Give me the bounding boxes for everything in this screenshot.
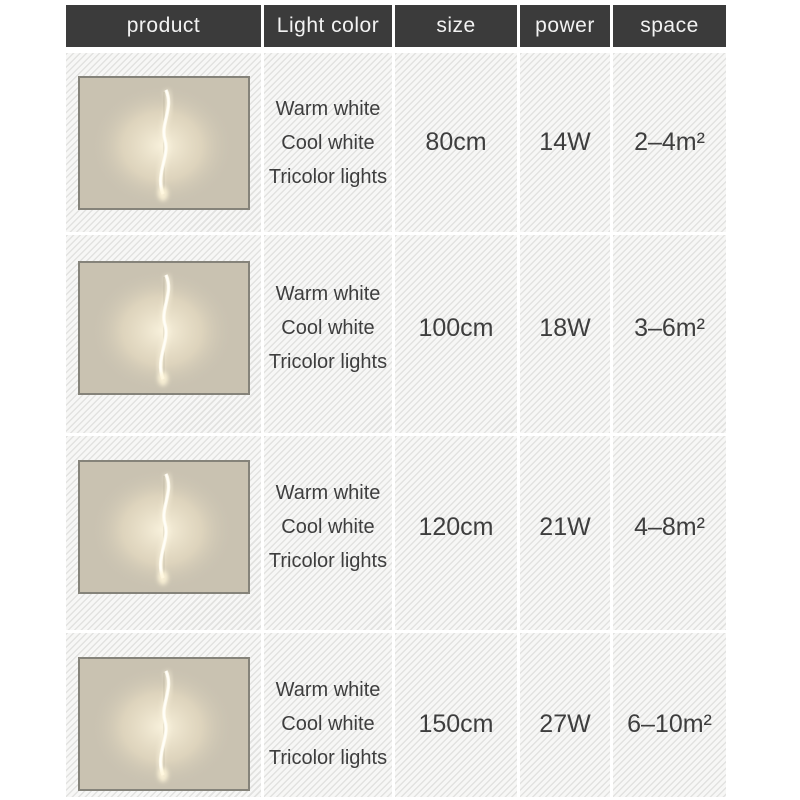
table-row: Warm white Cool white Tricolor lights 15… bbox=[66, 633, 800, 797]
size-cell: 150cm bbox=[395, 633, 517, 797]
size-cell: 80cm bbox=[395, 53, 517, 232]
space-value: 4–8m² bbox=[634, 512, 705, 541]
column-header-power: power bbox=[520, 5, 610, 47]
space-cell: 3–6m² bbox=[613, 235, 726, 433]
product-image-cell bbox=[66, 235, 261, 433]
space-cell: 2–4m² bbox=[613, 53, 726, 232]
column-header-product: product bbox=[66, 5, 261, 47]
space-cell: 4–8m² bbox=[613, 436, 726, 630]
table-row: Warm white Cool white Tricolor lights 10… bbox=[66, 235, 800, 433]
product-image-cell bbox=[66, 53, 261, 232]
light-color-cell: Warm white Cool white Tricolor lights bbox=[264, 235, 392, 433]
size-value: 80cm bbox=[425, 128, 487, 156]
power-value: 14W bbox=[539, 128, 591, 156]
size-value: 100cm bbox=[418, 313, 494, 342]
light-color-option: Cool white bbox=[281, 317, 375, 339]
size-cell: 120cm bbox=[395, 436, 517, 630]
table-row: Warm white Cool white Tricolor lights 12… bbox=[66, 436, 800, 630]
light-color-cell: Warm white Cool white Tricolor lights bbox=[264, 53, 392, 232]
wavy-led-wall-lamp-image bbox=[77, 460, 250, 594]
light-color-option: Tricolor lights bbox=[268, 747, 388, 769]
table-header: product Light color size power space bbox=[66, 5, 800, 47]
table-body: Warm white Cool white Tricolor lights 80… bbox=[66, 53, 800, 797]
space-cell: 6–10m² bbox=[613, 633, 726, 797]
power-cell: 14W bbox=[520, 53, 610, 232]
light-color-option: Tricolor lights bbox=[268, 550, 388, 572]
light-color-option: Warm white bbox=[275, 283, 381, 305]
light-color-cell: Warm white Cool white Tricolor lights bbox=[264, 633, 392, 797]
light-color-option: Warm white bbox=[275, 482, 381, 504]
power-cell: 27W bbox=[520, 633, 610, 797]
power-value: 21W bbox=[539, 512, 591, 541]
light-color-option: Warm white bbox=[275, 97, 381, 120]
table-row: Warm white Cool white Tricolor lights 80… bbox=[66, 53, 800, 232]
column-header-size: size bbox=[395, 5, 517, 47]
space-value: 6–10m² bbox=[627, 709, 712, 738]
light-color-option: Cool white bbox=[281, 131, 375, 154]
size-cell: 100cm bbox=[395, 235, 517, 433]
light-color-option: Cool white bbox=[281, 516, 375, 538]
space-value: 3–6m² bbox=[634, 313, 705, 342]
light-color-option: Tricolor lights bbox=[268, 351, 388, 373]
power-value: 27W bbox=[539, 709, 591, 738]
light-color-option: Cool white bbox=[281, 713, 375, 735]
product-image-cell bbox=[66, 436, 261, 630]
product-image-cell bbox=[66, 633, 261, 797]
power-cell: 18W bbox=[520, 235, 610, 433]
power-value: 18W bbox=[539, 313, 591, 342]
column-header-light-color: Light color bbox=[264, 5, 392, 47]
light-color-cell: Warm white Cool white Tricolor lights bbox=[264, 436, 392, 630]
size-value: 150cm bbox=[418, 709, 494, 738]
space-value: 2–4m² bbox=[634, 128, 705, 156]
wavy-led-wall-lamp-image bbox=[77, 261, 250, 395]
light-color-option: Warm white bbox=[275, 679, 381, 701]
size-value: 120cm bbox=[418, 512, 494, 541]
column-header-space: space bbox=[613, 5, 726, 47]
wavy-led-wall-lamp-image bbox=[77, 75, 250, 210]
light-color-option: Tricolor lights bbox=[268, 165, 388, 188]
power-cell: 21W bbox=[520, 436, 610, 630]
wavy-led-wall-lamp-image bbox=[77, 657, 250, 791]
